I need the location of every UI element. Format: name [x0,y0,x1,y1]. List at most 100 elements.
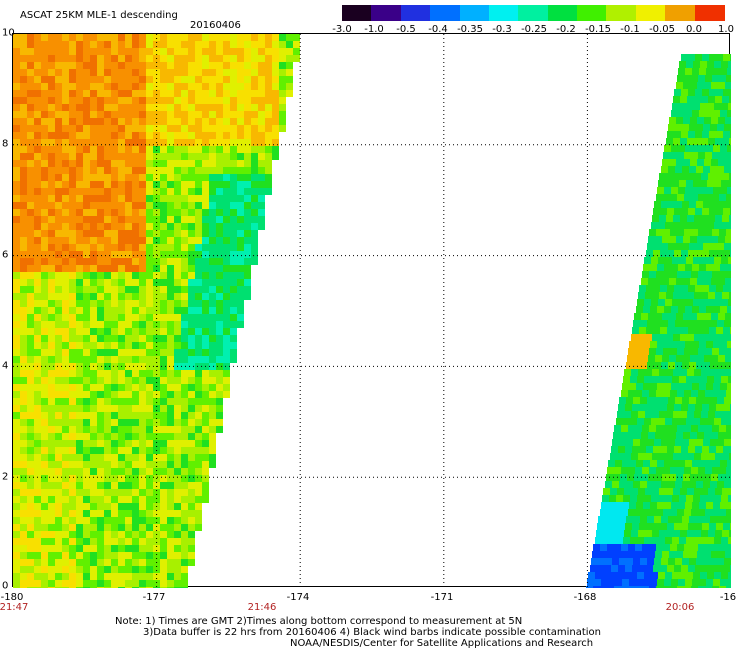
swath-cell [706,145,713,152]
swath-cell [712,544,719,551]
swath-cell [83,62,90,69]
swath-cell [34,475,41,482]
swath-cell [76,349,83,356]
swath-cell [153,48,160,55]
swath-cell [188,545,195,552]
swath-cell [104,251,111,258]
swath-cell [69,251,76,258]
swath-cell [111,279,118,286]
swath-cell [104,377,111,384]
swath-cell [62,328,69,335]
swath-cell [20,216,27,223]
swath-cell [720,145,727,152]
swath-cell [258,188,265,195]
swath-cell [160,433,167,440]
swath-cell [125,223,132,230]
swath-cell [125,503,132,510]
swath-cell [90,286,97,293]
swath-cell [209,69,216,76]
swath-cell [671,502,678,509]
swath-cell [118,517,125,524]
swath-cell [630,376,637,383]
swath-cell [598,558,605,565]
swath-cell [34,566,41,573]
swath-cell [69,580,76,587]
swath-cell [614,509,621,516]
swath-cell [55,391,62,398]
swath-cell [699,110,706,117]
swath-cell [286,62,293,69]
swath-cell [616,537,623,544]
swath-cell [69,174,76,181]
swath-cell [181,62,188,69]
swath-cell [690,159,697,166]
swath-cell [725,313,731,320]
swath-cell [132,111,139,118]
swath-cell [62,580,69,587]
swath-cell [90,69,97,76]
swath-cell [659,453,666,460]
swath-cell [237,258,244,265]
swath-cell [83,237,90,244]
swath-cell [720,460,727,467]
swath-cell [132,146,139,153]
swath-cell [675,166,682,173]
swath-cell [104,90,111,97]
swath-cell [104,552,111,559]
swath-cell [34,237,41,244]
swath-cell [237,209,244,216]
swath-cell [202,244,209,251]
swath-cell [27,153,34,160]
swath-cell [132,307,139,314]
swath-cell [146,230,153,237]
swath-cell [629,383,636,390]
swath-cell [667,446,674,453]
swath-cell [111,426,118,433]
swath-cell [27,412,34,419]
swath-cell [62,265,69,272]
swath-cell [76,265,83,272]
swath-cell [83,475,90,482]
swath-cell [223,209,230,216]
swath-cell [174,370,181,377]
swath-cell [118,447,125,454]
swath-cell [716,131,723,138]
swath-cell [27,55,34,62]
swath-cell [678,110,685,117]
swath-cell [118,377,125,384]
swath-cell [174,209,181,216]
swath-cell [34,489,41,496]
swath-cell [174,461,181,468]
swath-cell [90,230,97,237]
swath-cell [174,552,181,559]
swath-cell [55,237,62,244]
swath-cell [13,510,20,517]
swath-cell [647,243,654,250]
swath-cell [34,90,41,97]
swath-cell [188,83,195,90]
swath-cell [640,558,647,565]
swath-cell [714,572,721,579]
swath-cell [714,103,721,110]
swath-cell [726,271,731,278]
swath-cell [83,181,90,188]
swath-cell [34,559,41,566]
swath-cell [118,202,125,209]
swath-cell [202,265,209,272]
swath-cell [643,502,650,509]
swath-cell [160,125,167,132]
swath-cell [607,467,614,474]
swath-cell [76,307,83,314]
swath-cell [617,488,624,495]
swath-cell [679,376,686,383]
swath-cell [622,383,629,390]
swath-cell [682,558,689,565]
swath-cell [710,397,717,404]
swath-cell [153,258,160,265]
swath-cell [27,552,34,559]
swath-cell [97,517,104,524]
swath-cell [111,356,118,363]
swath-cell [55,62,62,69]
swath-cell [633,439,640,446]
swath-cell [640,516,647,523]
